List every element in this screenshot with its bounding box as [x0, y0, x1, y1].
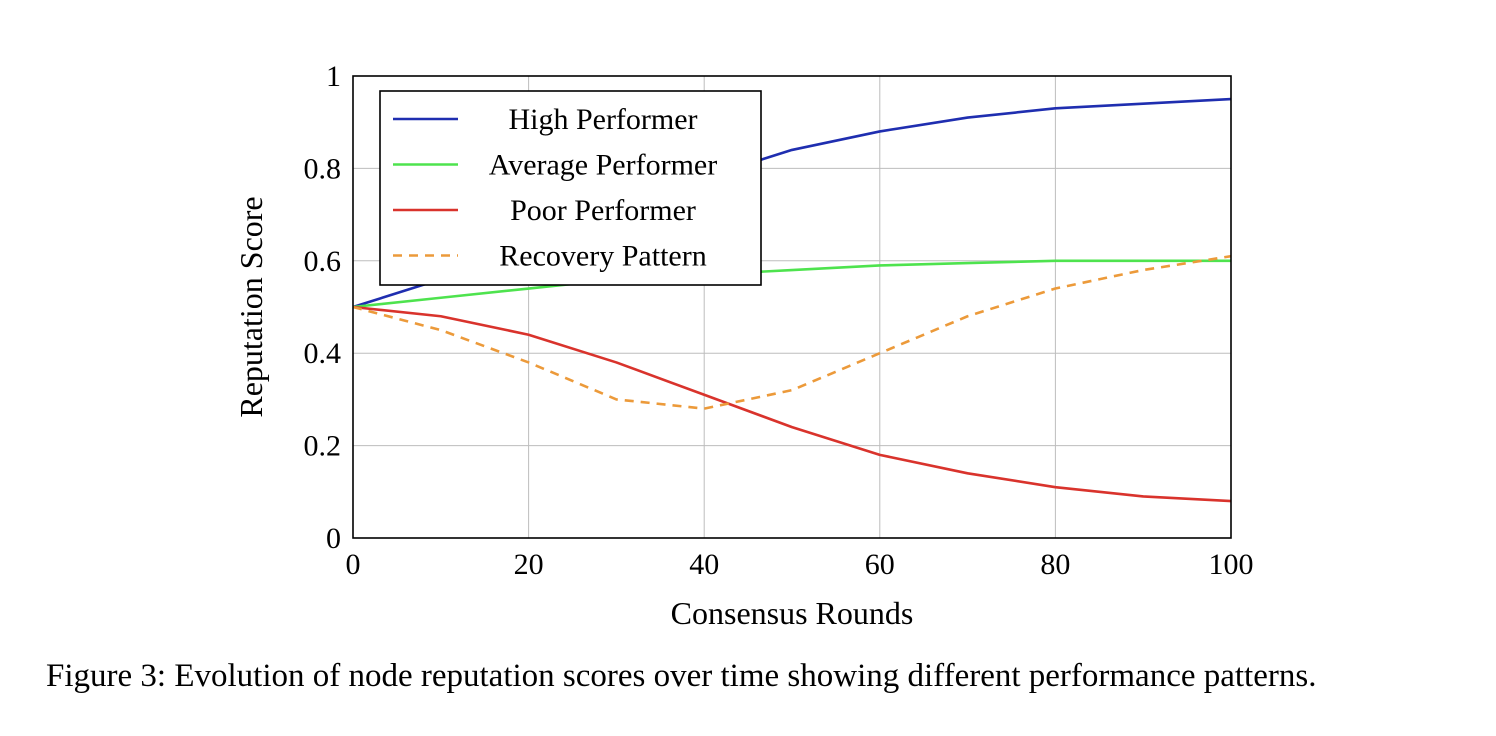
y-tick-label: 0 [326, 522, 341, 555]
x-tick-label: 80 [1040, 548, 1070, 581]
y-tick-label: 0.6 [304, 245, 342, 278]
series-line-2 [352, 305, 1232, 503]
tick-labels: 0 20 40 60 80 100 0 0.2 0.4 0.6 0.8 1 [304, 60, 1254, 581]
y-tick-label: 0.4 [304, 337, 342, 370]
series-line-3 [352, 254, 1232, 410]
legend-label: High Performer [508, 103, 697, 136]
x-tick-label: 60 [865, 548, 895, 581]
legend-label: Average Performer [489, 149, 718, 182]
y-axis-title: Reputation Score [233, 196, 269, 417]
y-tick-label: 0.2 [304, 430, 342, 463]
y-tick-label: 0.8 [304, 152, 342, 185]
x-tick-label: 40 [689, 548, 719, 581]
legend-box [379, 90, 762, 286]
reputation-chart: 0 20 40 60 80 100 0 0.2 0.4 0.6 0.8 1 Consensus Rou… [233, 60, 1254, 631]
plot-frame [352, 75, 1232, 539]
x-tick-label: 20 [514, 548, 544, 581]
legend-label: Poor Performer [510, 194, 696, 227]
figure-caption: Figure 3: Evolution of node reputation s… [46, 658, 1317, 694]
legend-label: Recovery Pattern [499, 240, 706, 273]
x-tick-label: 100 [1209, 548, 1254, 581]
legend: High Performer Average Performer Poor Perf… [379, 90, 762, 286]
x-tick-label: 0 [346, 548, 361, 581]
y-tick-label: 1 [326, 60, 341, 93]
x-axis-title: Consensus Rounds [671, 595, 914, 631]
